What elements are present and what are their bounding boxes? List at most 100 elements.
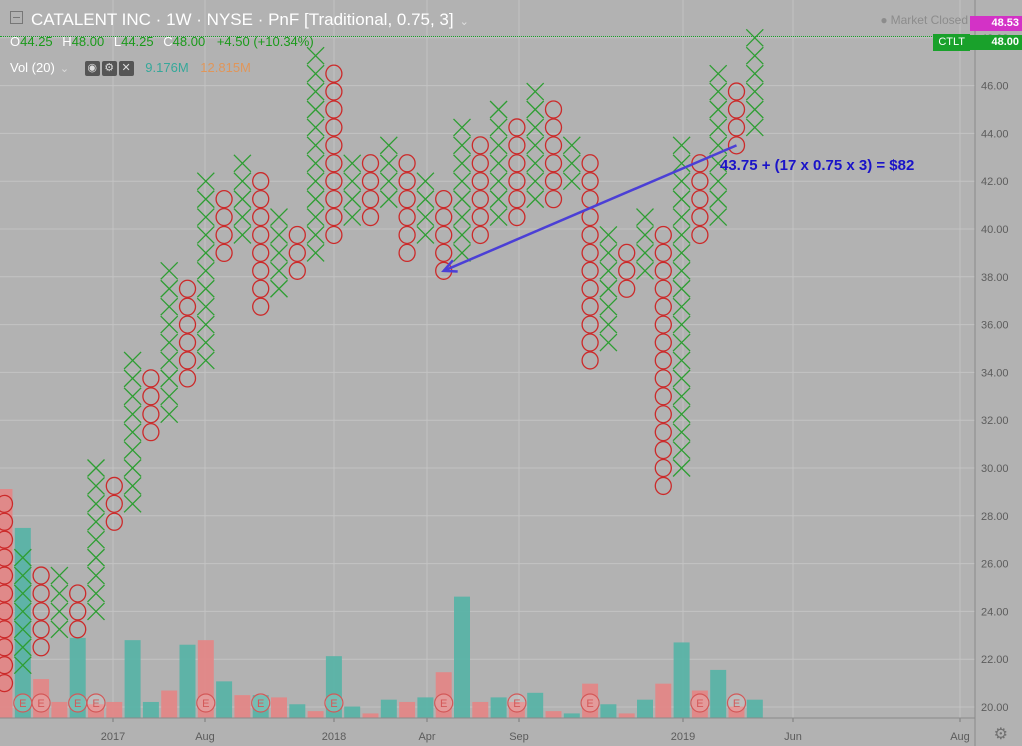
y-tick-label: 42.00 [981, 176, 1009, 188]
earnings-badge [324, 693, 344, 713]
o-box [178, 351, 197, 370]
x-stroke [160, 333, 179, 352]
x-stroke [672, 351, 691, 370]
o-box [618, 243, 636, 263]
x-box [233, 208, 252, 227]
x-stroke [123, 405, 142, 424]
earnings-label: E [92, 698, 99, 710]
earnings-label: E [440, 698, 447, 710]
earnings-badge [196, 693, 216, 713]
open-value: 44.25 [20, 34, 53, 49]
gear-icon[interactable]: ⚙ [101, 61, 117, 77]
x-box [636, 243, 654, 262]
x-box [416, 226, 435, 244]
x-stroke [672, 315, 691, 334]
o-box [178, 333, 197, 352]
x-stroke [123, 423, 142, 442]
open-label: O [10, 34, 21, 49]
x-box [672, 172, 691, 191]
x-stroke [13, 638, 32, 657]
x-stroke [160, 279, 179, 298]
x-stroke [306, 64, 325, 83]
x-box [343, 208, 362, 227]
x-stroke [599, 279, 618, 298]
x-stroke [526, 82, 545, 101]
annotation-arrow [443, 144, 737, 272]
x-box [160, 261, 179, 280]
x-box [672, 190, 691, 209]
x-box [123, 441, 142, 460]
x-stroke [526, 190, 545, 209]
x-box [562, 136, 581, 155]
x-stroke [13, 584, 32, 603]
o-box [325, 207, 343, 227]
x-stroke [709, 118, 728, 137]
volume-label[interactable]: Vol (20) [10, 60, 55, 75]
x-box [672, 136, 691, 155]
symbol-title[interactable]: CATALENT INC · 1W · NYSE · PnF [Traditio… [31, 10, 454, 29]
x-box [489, 136, 508, 155]
o-box [727, 100, 746, 119]
x-box [87, 512, 105, 531]
volume-bar [362, 713, 379, 718]
x-box [745, 100, 764, 119]
settings-gear-icon[interactable]: ⚙ [993, 726, 1008, 743]
x-box [123, 494, 142, 513]
x-stroke [745, 100, 764, 119]
x-stroke [672, 459, 691, 477]
x-stroke [709, 82, 728, 101]
x-box [160, 333, 179, 352]
x-box [233, 190, 252, 209]
chevron-down-icon[interactable]: ⌄ [459, 16, 469, 28]
x-stroke [233, 172, 252, 191]
earnings-badge [86, 693, 106, 713]
x-box [13, 548, 32, 567]
last-price-line [0, 36, 976, 37]
x-stroke [526, 100, 545, 119]
x-tick-label: Apr [418, 731, 435, 743]
x-stroke [50, 584, 69, 603]
annotation-layer: 43.75 + (17 x 0.75 x 3) = $82 [441, 144, 914, 273]
o-box [398, 225, 416, 245]
earnings-badge [251, 693, 271, 713]
change-value: +4.50 (+10.34%) [216, 34, 314, 49]
o-box [69, 584, 87, 603]
o-box [325, 100, 343, 119]
volume-bar [399, 701, 416, 718]
x-stroke [196, 208, 215, 227]
x-box [453, 190, 471, 209]
x-stroke [562, 172, 581, 191]
volume-bar [179, 644, 196, 718]
o-box [654, 422, 672, 442]
symbol-tag: CTLT [933, 34, 970, 51]
x-box [306, 100, 325, 119]
x-box [13, 656, 32, 675]
x-box [306, 46, 325, 65]
x-box [196, 226, 215, 244]
o-box [727, 136, 746, 155]
earnings-label: E [696, 698, 703, 710]
o-box [471, 207, 489, 227]
x-box [489, 118, 508, 137]
eye-icon[interactable]: ◉ [84, 61, 100, 77]
volume-bar [197, 640, 214, 718]
chevron-down-icon[interactable]: ⌄ [59, 63, 70, 75]
volume-bar [618, 713, 635, 718]
x-box [160, 369, 179, 388]
x-stroke [416, 172, 435, 191]
o-box [508, 172, 526, 191]
o-box [0, 566, 14, 585]
x-stroke [160, 261, 179, 280]
x-stroke [306, 208, 325, 227]
close-icon[interactable]: ✕ [118, 61, 134, 77]
x-box [562, 172, 581, 191]
x-box [270, 226, 288, 244]
x-stroke [306, 243, 325, 262]
collapse-icon[interactable] [10, 11, 23, 24]
x-box [87, 530, 105, 549]
volume-value-1: 9.176M [145, 60, 189, 75]
o-box [69, 620, 87, 639]
x-stroke [453, 136, 471, 155]
